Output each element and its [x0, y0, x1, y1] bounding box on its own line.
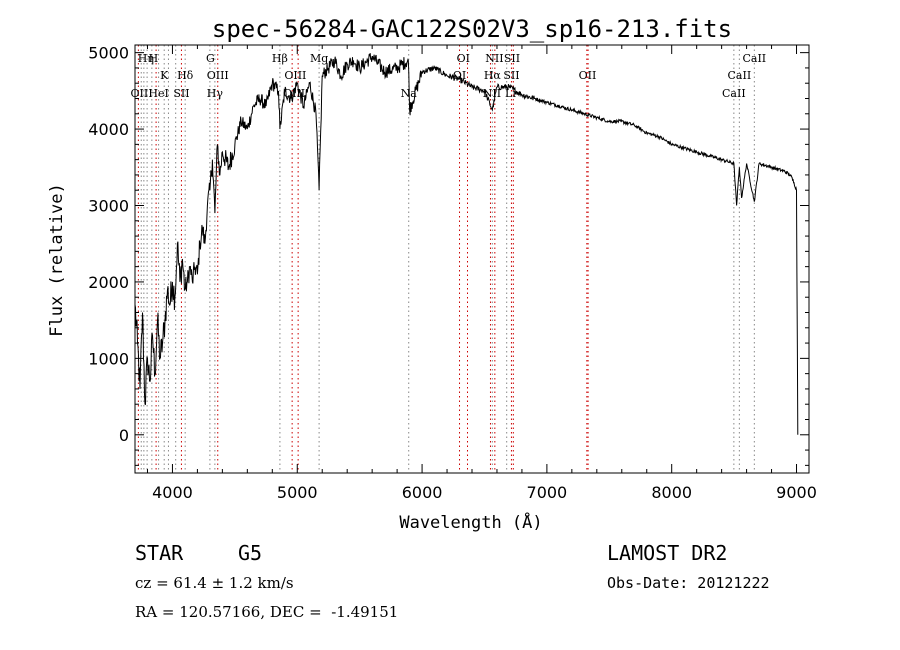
line-label: OII [579, 69, 597, 82]
x-axis-label: Wavelength (Å) [399, 511, 542, 533]
line-label: Hδ [177, 69, 194, 82]
line-label: OIII [207, 69, 229, 82]
y-tick-label: 0 [119, 426, 129, 445]
line-label: G [206, 52, 215, 65]
line-label: NII [485, 52, 503, 65]
x-tick-label: 4000 [152, 483, 193, 502]
redshift-cz: cz = 61.4 ± 1.2 km/s [135, 574, 294, 592]
line-label: SII [503, 69, 519, 82]
x-tick-label: 6000 [402, 483, 443, 502]
line-label: CaII [722, 87, 746, 100]
x-tick-label: 9000 [776, 483, 817, 502]
line-label: SII [173, 87, 189, 100]
line-label: Hγ [207, 87, 224, 100]
line-label: HeI [148, 87, 168, 100]
line-label: OII [131, 87, 149, 100]
coordinates: RA = 120.57166, DEC = -1.49151 [135, 603, 399, 621]
y-axis-label: Flux (relative) [47, 183, 67, 337]
spectrum-line [134, 53, 799, 435]
object-class: STAR [135, 541, 184, 565]
line-label: Hβ [272, 52, 288, 65]
line-label: OI [453, 69, 466, 82]
y-tick-label: 5000 [88, 44, 129, 63]
chart-title: spec-56284-GAC122S02V3_sp16-213.fits [212, 15, 732, 43]
line-label: CaII [728, 69, 752, 82]
obs-date: Obs-Date: 20121222 [607, 574, 770, 592]
x-tick-label: 7000 [527, 483, 568, 502]
x-tick-label: 5000 [277, 483, 318, 502]
x-tick-label: 8000 [651, 483, 692, 502]
plot-frame [134, 44, 810, 474]
object-subclass: G5 [238, 541, 263, 565]
line-label: CaII [742, 52, 766, 65]
y-tick-label: 3000 [88, 197, 129, 216]
line-label: OI [457, 52, 470, 65]
line-label: Mg [310, 52, 328, 65]
line-label: OIII [284, 69, 306, 82]
y-tick-label: 1000 [88, 349, 129, 368]
y-tick-label: 4000 [88, 120, 129, 139]
survey-name: LAMOST DR2 [607, 541, 728, 565]
line-label: Hα [484, 69, 502, 82]
line-label: SII [504, 52, 520, 65]
line-label: H [149, 52, 159, 65]
y-tick-label: 2000 [88, 273, 129, 292]
line-label: Hη [138, 52, 154, 65]
line-label: K [160, 69, 169, 82]
line-label: Li [505, 87, 516, 100]
